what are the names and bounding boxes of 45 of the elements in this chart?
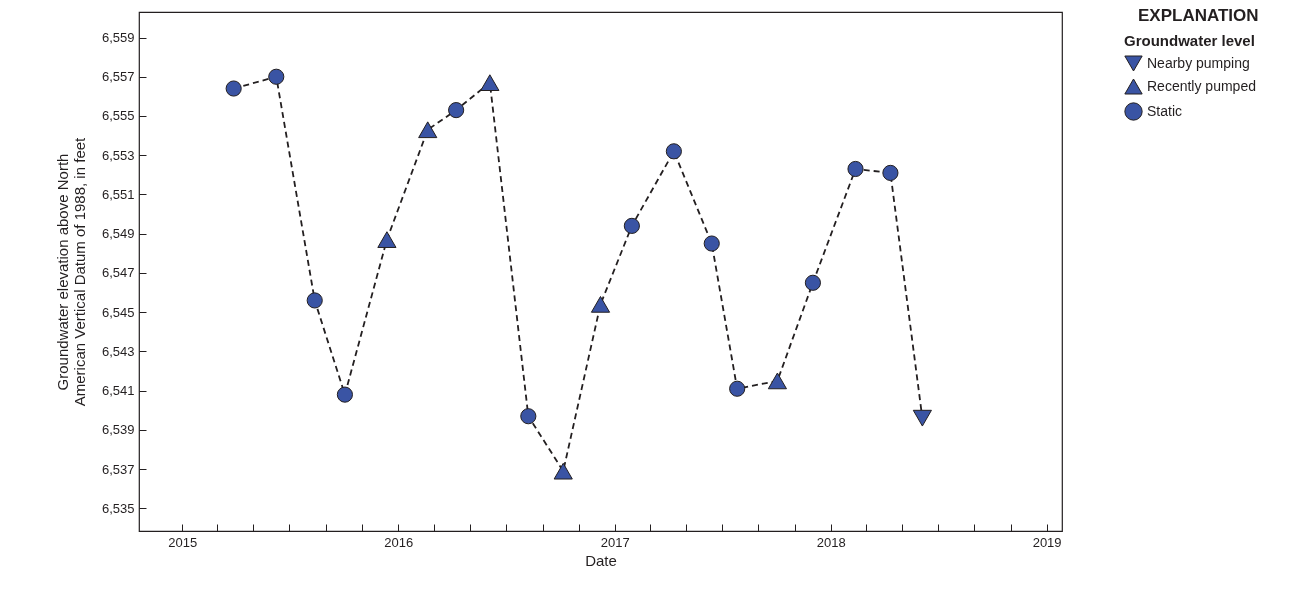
y-tick-label: 6,543	[101, 343, 135, 359]
point	[882, 164, 899, 181]
y-tick-label: 6,541	[101, 383, 135, 399]
x-tick-label: 2018	[816, 534, 846, 550]
point	[418, 121, 438, 139]
x-tick-label: 2015	[168, 534, 198, 550]
y-tick-label: 6,557	[101, 69, 135, 85]
x-axis-title: Date	[585, 551, 617, 569]
point	[590, 296, 611, 313]
point	[847, 160, 864, 178]
y-tick-label: 6,555	[101, 108, 135, 124]
text: EXPLANATION	[1138, 6, 1259, 26]
y-tick-label: 6,553	[101, 147, 135, 163]
legend-label: Static	[1147, 102, 1183, 119]
point	[225, 80, 242, 97]
y-axis-title: Groundwater elevation above North American Vertical Datum of 1988, in feet	[53, 136, 88, 407]
y-tick-label: 6,551	[101, 186, 135, 202]
point	[665, 143, 682, 160]
point	[553, 462, 573, 480]
y-tick-label: 6,535	[101, 500, 135, 516]
point	[336, 386, 353, 403]
point	[306, 292, 323, 309]
x-tick-label: 2016	[384, 534, 414, 550]
point	[480, 74, 500, 91]
y-tick-label: 6,547	[101, 265, 135, 281]
legend-label: Recently pumped	[1147, 77, 1256, 94]
point	[804, 274, 821, 291]
y-tick-label: 6,537	[101, 461, 135, 477]
point	[268, 68, 285, 85]
y-tick-label: 6,539	[101, 422, 135, 438]
point	[703, 235, 720, 252]
point	[520, 408, 537, 425]
point	[377, 231, 397, 248]
legend-label: Nearby pumping	[1147, 54, 1250, 71]
y-tick-label: 6,549	[101, 226, 135, 242]
x-tick-label: 2017	[600, 534, 630, 550]
y-tick-label: 6,545	[101, 304, 135, 320]
y-tick-label: 6,559	[101, 30, 135, 46]
point	[729, 380, 746, 397]
point	[623, 217, 640, 234]
x-tick-label: 2019	[1032, 534, 1062, 550]
point	[448, 102, 465, 119]
point	[767, 372, 787, 390]
point	[912, 409, 932, 427]
legend-title: Groundwater level	[1124, 32, 1255, 49]
